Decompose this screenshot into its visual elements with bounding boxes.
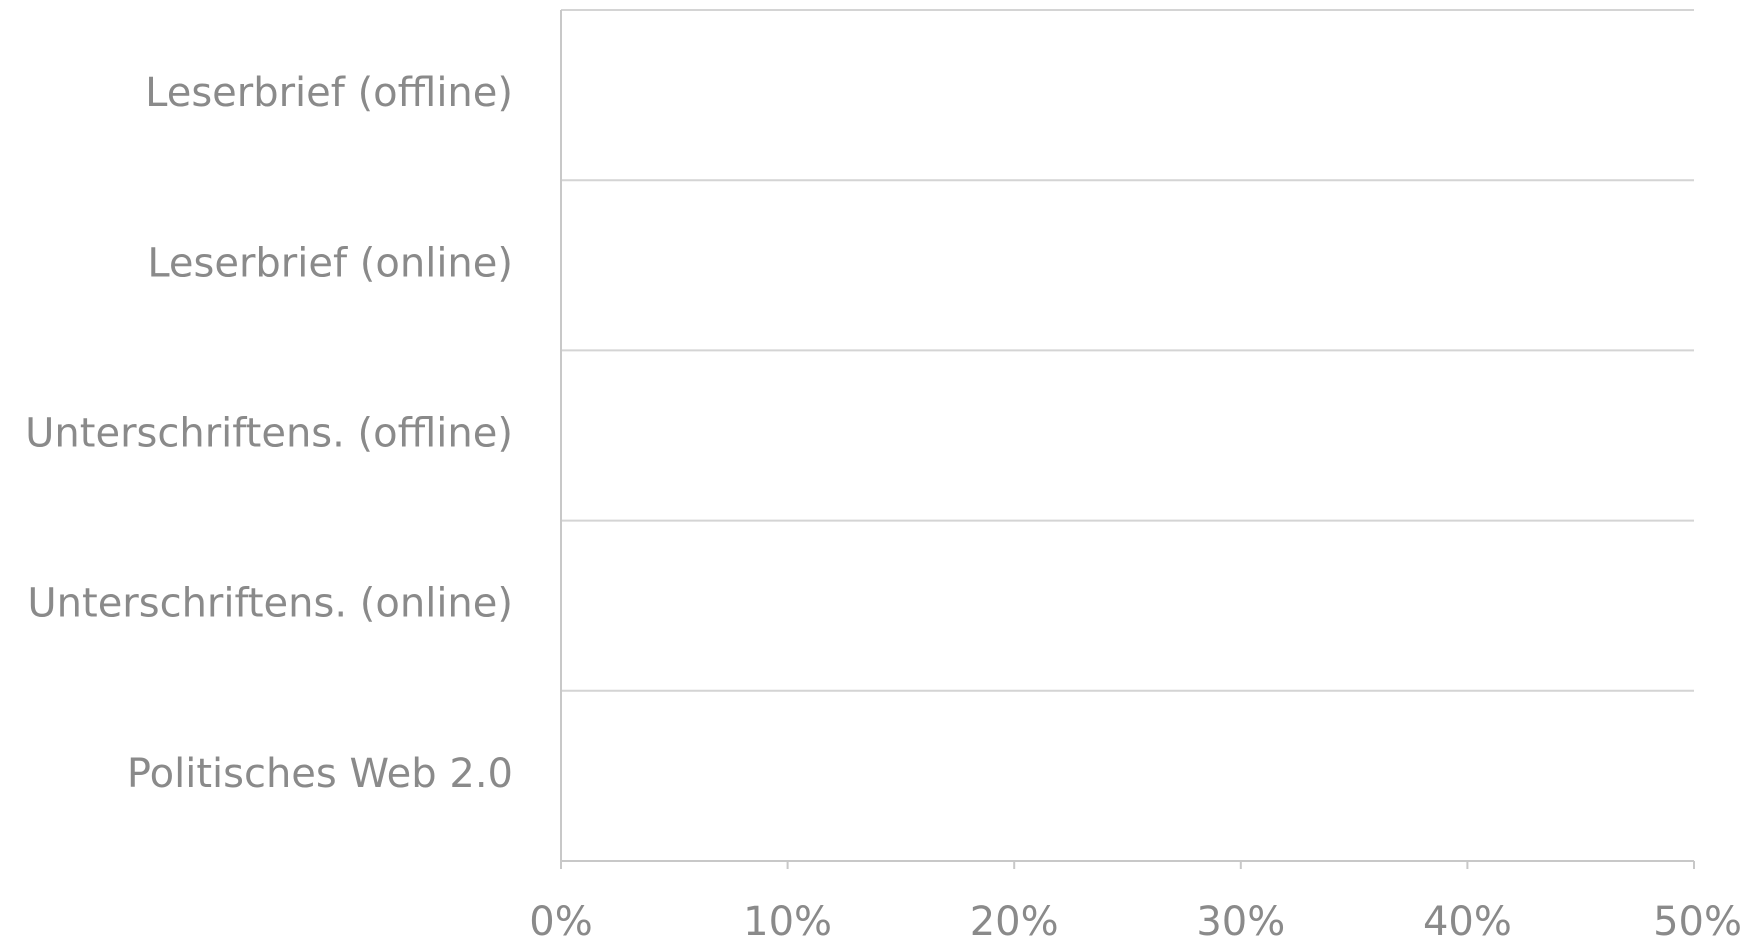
x-tick-label: 50% [1653,899,1742,943]
x-tick-label: 0% [529,899,592,943]
axes [560,10,1694,862]
x-tick-label: 30% [1196,899,1285,943]
x-tick-label: 20% [970,899,1059,943]
gridlines [561,9,1694,692]
x-tick-label: 40% [1423,899,1512,943]
category-labels: Leserbrief (offline) Leserbrief (online) U… [25,70,513,797]
category-label: Leserbrief (online) [147,240,513,286]
category-label: Unterschriftens. (online) [27,581,513,627]
category-label: Politisches Web 2.0 [127,751,513,797]
x-tick-label: 10% [743,899,832,943]
category-label: Unterschriftens. (offline) [25,411,513,457]
x-tick-labels: 0% 10% 20% 30% 40% 50% [529,861,1742,943]
category-label: Leserbrief (offline) [145,70,513,116]
